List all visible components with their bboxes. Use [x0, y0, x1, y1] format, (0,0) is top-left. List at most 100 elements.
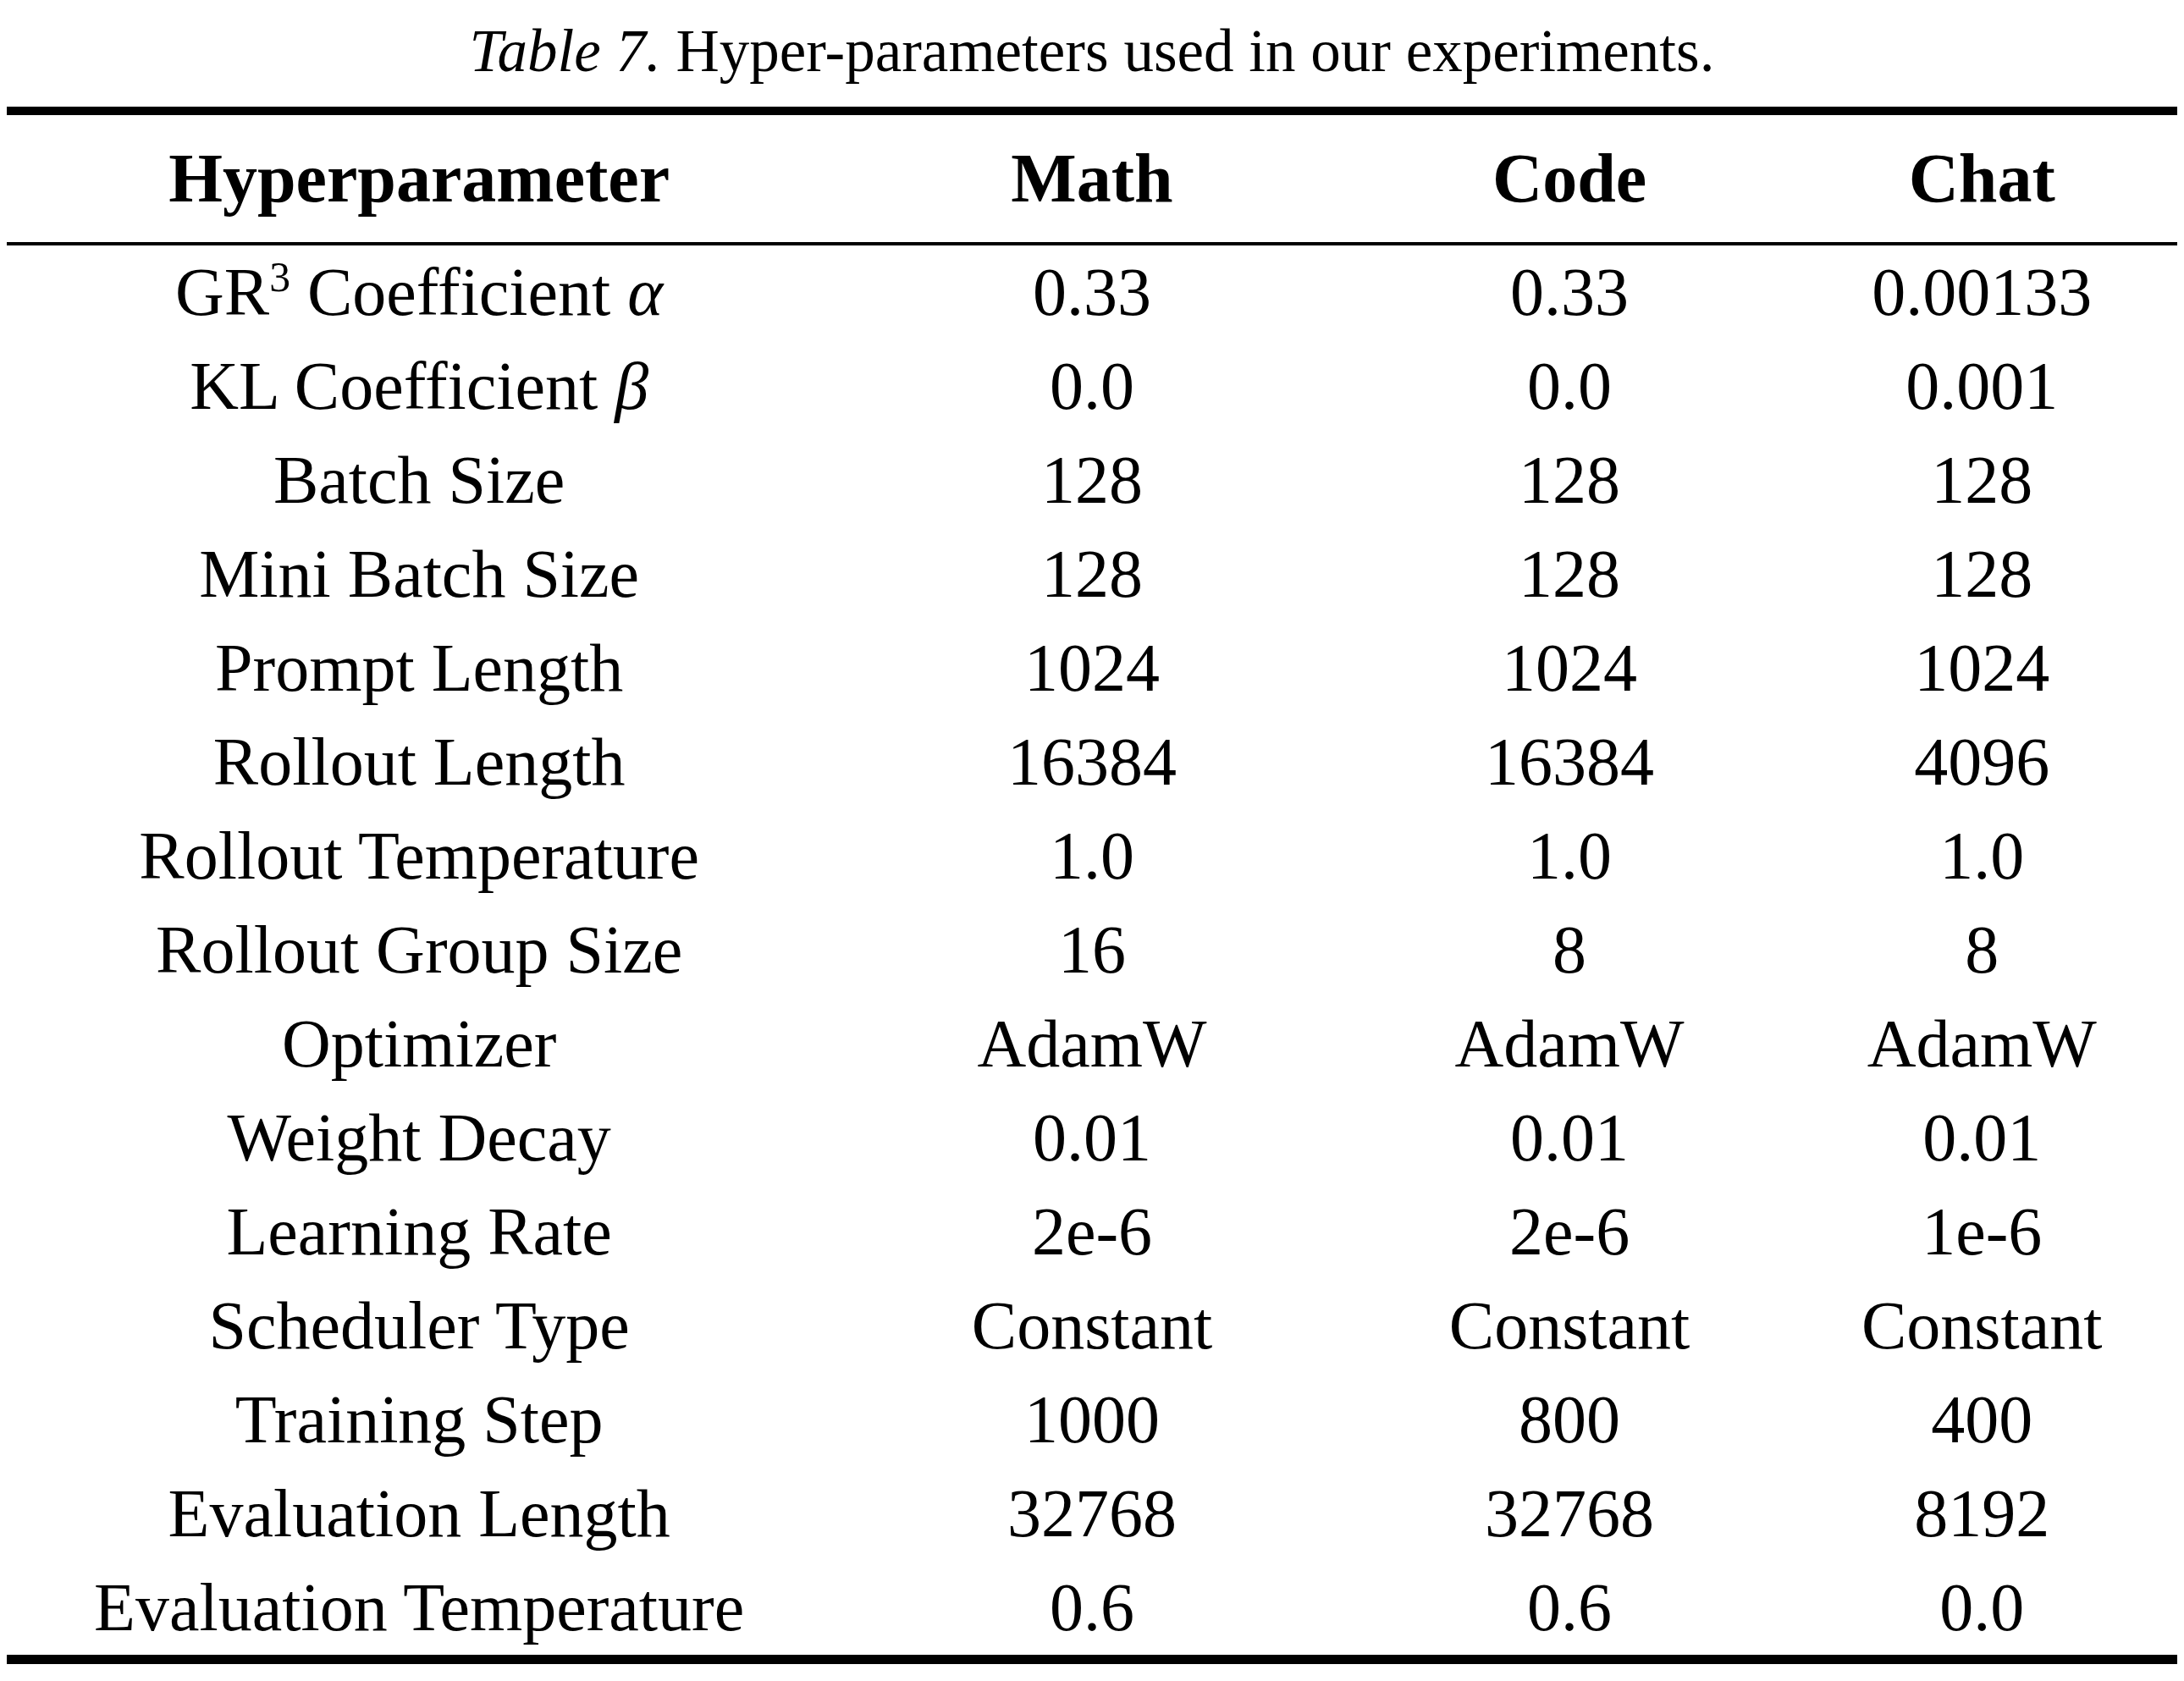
value-cell: 0.6: [1353, 1561, 1787, 1660]
superscript: 3: [269, 254, 290, 300]
value-cell: 2e-6: [1353, 1185, 1787, 1279]
param-cell: KL Coefficient β: [7, 339, 831, 433]
value-cell: 0.33: [831, 244, 1352, 339]
param-text: Evaluation Temperature: [94, 1570, 744, 1645]
table-row: OptimizerAdamWAdamWAdamW: [7, 997, 2177, 1091]
table-row: GR3 Coefficient α0.330.330.00133: [7, 244, 2177, 339]
value-cell: 0.01: [831, 1091, 1352, 1185]
value-cell: 4096: [1786, 715, 2177, 809]
value-cell: 1024: [1353, 621, 1787, 715]
table-row: Rollout Group Size1688: [7, 903, 2177, 997]
param-text: Rollout Temperature: [139, 818, 699, 893]
table-row: Training Step 1000800400: [7, 1373, 2177, 1467]
value-cell: 128: [1353, 433, 1787, 527]
column-header-math: Math: [831, 111, 1352, 244]
value-cell: Constant: [1786, 1279, 2177, 1373]
caption-text: Hyper-parameters used in our experiments…: [661, 18, 1715, 84]
value-cell: Constant: [1353, 1279, 1787, 1373]
table-row: Learning Rate2e-62e-61e-6: [7, 1185, 2177, 1279]
greek-symbol: α: [627, 255, 663, 329]
table-row: KL Coefficient β0.00.00.001: [7, 339, 2177, 433]
param-cell: Rollout Length: [7, 715, 831, 809]
value-cell: 1024: [831, 621, 1352, 715]
param-cell: Batch Size: [7, 433, 831, 527]
value-cell: 128: [1786, 527, 2177, 621]
column-header-chat: Chat: [1786, 111, 2177, 244]
table-row: Evaluation Length32768327688192: [7, 1467, 2177, 1561]
param-cell: Scheduler Type: [7, 1279, 831, 1373]
value-cell: 0.001: [1786, 339, 2177, 433]
table-caption: Table 7. Hyper-parameters used in our ex…: [7, 7, 2177, 95]
table-row: Rollout Temperature1.01.01.0: [7, 809, 2177, 903]
param-text: Prompt Length: [215, 631, 623, 705]
value-cell: AdamW: [1786, 997, 2177, 1091]
param-text: KL Coefficient: [190, 349, 615, 423]
value-cell: 128: [1353, 527, 1787, 621]
value-cell: 8: [1786, 903, 2177, 997]
value-cell: 1.0: [1353, 809, 1787, 903]
value-cell: 1e-6: [1786, 1185, 2177, 1279]
value-cell: 1000: [831, 1373, 1352, 1467]
paper-table-figure: Table 7. Hyper-parameters used in our ex…: [0, 0, 2184, 1681]
param-text: GR: [175, 255, 269, 329]
param-text: Optimizer: [282, 1006, 556, 1081]
value-cell: 1.0: [1786, 809, 2177, 903]
hyperparameter-table: Hyperparameter Math Code Chat GR3 Coeffi…: [7, 107, 2177, 1664]
value-cell: 0.0: [1786, 1561, 2177, 1660]
param-cell: Training Step: [7, 1373, 831, 1467]
value-cell: 32768: [1353, 1467, 1787, 1561]
value-cell: 128: [831, 527, 1352, 621]
value-cell: 8: [1353, 903, 1787, 997]
param-text: Training Step: [235, 1382, 604, 1457]
value-cell: 400: [1786, 1373, 2177, 1467]
param-text: Rollout Group Size: [156, 912, 682, 987]
value-cell: 0.6: [831, 1561, 1352, 1660]
param-cell: Rollout Temperature: [7, 809, 831, 903]
table-row: Prompt Length102410241024: [7, 621, 2177, 715]
param-text: Scheduler Type: [209, 1288, 630, 1363]
value-cell: Constant: [831, 1279, 1352, 1373]
param-cell: Rollout Group Size: [7, 903, 831, 997]
param-text: Rollout Length: [213, 725, 626, 799]
param-cell: Mini Batch Size: [7, 527, 831, 621]
value-cell: 8192: [1786, 1467, 2177, 1561]
param-cell: Evaluation Length: [7, 1467, 831, 1561]
value-cell: 0.01: [1786, 1091, 2177, 1185]
param-cell: Evaluation Temperature: [7, 1561, 831, 1660]
column-header-hyperparameter: Hyperparameter: [7, 111, 831, 244]
param-cell: Learning Rate: [7, 1185, 831, 1279]
table-row: Scheduler TypeConstantConstantConstant: [7, 1279, 2177, 1373]
value-cell: 128: [831, 433, 1352, 527]
value-cell: 800: [1353, 1373, 1787, 1467]
value-cell: 0.0: [1353, 339, 1787, 433]
param-cell: Weight Decay: [7, 1091, 831, 1185]
value-cell: 1.0: [831, 809, 1352, 903]
table-row: Mini Batch Size128128128: [7, 527, 2177, 621]
table-row: Weight Decay0.010.010.01: [7, 1091, 2177, 1185]
value-cell: 0.33: [1353, 244, 1787, 339]
param-cell: GR3 Coefficient α: [7, 244, 831, 339]
value-cell: 16384: [831, 715, 1352, 809]
table-header: Hyperparameter Math Code Chat: [7, 111, 2177, 244]
param-text: Batch Size: [273, 443, 565, 517]
param-text: Learning Rate: [226, 1194, 611, 1269]
header-row: Hyperparameter Math Code Chat: [7, 111, 2177, 244]
greek-symbol: β: [615, 349, 648, 423]
param-text: Mini Batch Size: [199, 537, 639, 611]
param-text: Coefficient: [290, 255, 627, 329]
value-cell: 16: [831, 903, 1352, 997]
table-row: Rollout Length16384163844096: [7, 715, 2177, 809]
value-cell: AdamW: [1353, 997, 1787, 1091]
value-cell: 16384: [1353, 715, 1787, 809]
param-cell: Optimizer: [7, 997, 831, 1091]
value-cell: 0.00133: [1786, 244, 2177, 339]
caption-label: Table 7.: [470, 18, 661, 84]
param-text: Weight Decay: [227, 1100, 610, 1175]
value-cell: 0.0: [831, 339, 1352, 433]
param-cell: Prompt Length: [7, 621, 831, 715]
value-cell: 128: [1786, 433, 2177, 527]
param-text: Evaluation Length: [168, 1476, 670, 1551]
table-row: Batch Size128128128: [7, 433, 2177, 527]
value-cell: AdamW: [831, 997, 1352, 1091]
value-cell: 0.01: [1353, 1091, 1787, 1185]
